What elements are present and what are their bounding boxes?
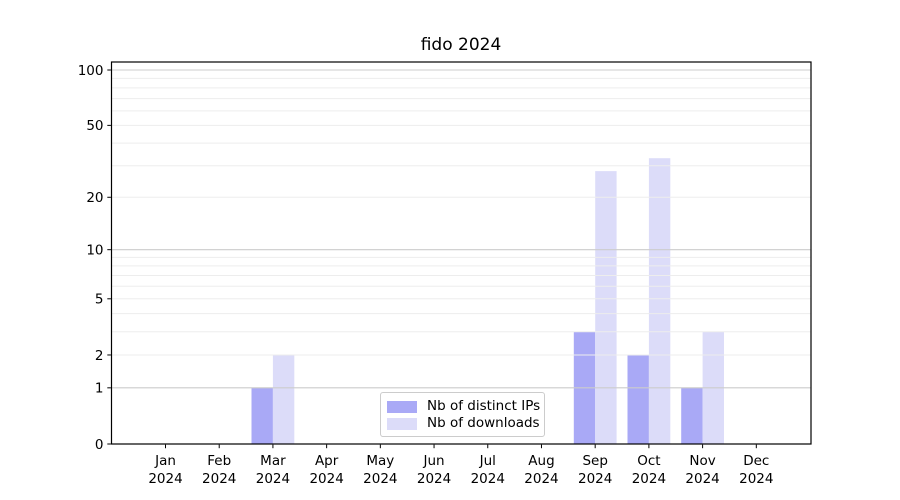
x-tick-label-feb: Feb <box>207 453 231 469</box>
y-tick-label-2: 2 <box>95 348 104 364</box>
x-tick-label-jan: Jan <box>154 453 176 469</box>
bar-nb-of-downloads-mar <box>272 355 295 444</box>
bar-nb-of-distinct-ips-oct <box>627 355 649 444</box>
bar-nb-of-distinct-ips-nov <box>681 387 703 444</box>
legend-item-distinct-ips: Nb of distinct IPs <box>387 398 541 415</box>
legend-swatch-distinct-ips-icon <box>387 400 417 413</box>
x-tick-label-may: May <box>366 453 394 469</box>
x-tick-label-apr: Apr <box>315 453 339 469</box>
x-tick-year-dec: 2024 <box>739 471 773 487</box>
y-tick-label-50: 50 <box>86 118 103 134</box>
x-tick-year-jun: 2024 <box>417 471 451 487</box>
x-tick-year-apr: 2024 <box>309 471 343 487</box>
y-tick-label-100: 100 <box>78 63 104 79</box>
x-tick-label-mar: Mar <box>260 453 286 469</box>
x-tick-year-sep: 2024 <box>578 471 612 487</box>
y-tick-label-5: 5 <box>95 292 104 308</box>
y-tick-label-20: 20 <box>86 190 103 206</box>
y-tick-label-10: 10 <box>86 242 103 258</box>
legend-label-downloads: Nb of downloads <box>427 415 540 431</box>
x-tick-year-nov: 2024 <box>685 471 719 487</box>
y-tick-label-1: 1 <box>95 381 104 397</box>
x-tick-year-jul: 2024 <box>471 471 505 487</box>
x-tick-label-sep: Sep <box>582 453 607 469</box>
x-tick-label-aug: Aug <box>528 453 554 469</box>
x-tick-label-dec: Dec <box>743 453 769 469</box>
chart-title: fido 2024 <box>420 35 502 55</box>
bar-nb-of-downloads-sep <box>595 171 617 444</box>
x-tick-year-feb: 2024 <box>202 471 236 487</box>
x-tick-year-may: 2024 <box>363 471 397 487</box>
x-tick-year-aug: 2024 <box>524 471 558 487</box>
chart-legend: Nb of distinct IPs Nb of downloads <box>380 392 545 437</box>
plot-border <box>110 61 812 445</box>
x-tick-year-oct: 2024 <box>632 471 666 487</box>
x-tick-label-jul: Jul <box>479 453 496 469</box>
bar-nb-of-distinct-ips-mar <box>251 387 273 444</box>
legend-swatch-downloads-icon <box>387 417 417 430</box>
legend-item-downloads: Nb of downloads <box>387 415 540 432</box>
x-tick-label-oct: Oct <box>637 453 660 469</box>
x-tick-year-mar: 2024 <box>256 471 290 487</box>
x-tick-label-jun: Jun <box>423 453 445 469</box>
bar-nb-of-downloads-oct <box>648 158 671 444</box>
x-tick-year-jan: 2024 <box>148 471 182 487</box>
y-tick-label-0: 0 <box>95 437 104 453</box>
x-tick-label-nov: Nov <box>689 453 715 469</box>
legend-label-distinct-ips: Nb of distinct IPs <box>427 398 541 414</box>
